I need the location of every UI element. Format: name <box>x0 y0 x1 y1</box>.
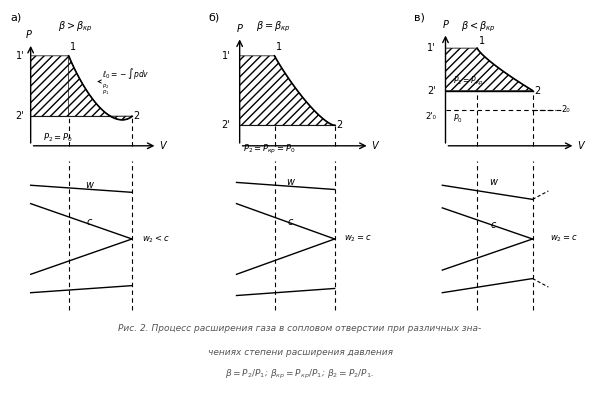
Text: $P_2=P_{кр}=P_0$: $P_2=P_{кр}=P_0$ <box>243 143 295 156</box>
Text: P: P <box>237 24 242 34</box>
Text: 2: 2 <box>534 85 541 96</box>
Text: $P_2=P_{кр}$: $P_2=P_{кр}$ <box>454 75 484 88</box>
Text: 2': 2' <box>16 111 25 121</box>
Text: P: P <box>26 31 32 40</box>
Text: б): б) <box>208 13 219 23</box>
Text: $P_0$: $P_0$ <box>454 112 463 125</box>
Text: $w_2=c$: $w_2=c$ <box>344 234 372 244</box>
Text: c: c <box>287 217 293 227</box>
Text: Рис. 2. Процесс расширения газа в сопловом отверстии при различных зна-: Рис. 2. Процесс расширения газа в соплов… <box>118 324 482 333</box>
Text: c: c <box>86 217 92 227</box>
Text: V: V <box>371 141 378 151</box>
Text: w: w <box>489 177 497 187</box>
Text: 1': 1' <box>16 51 25 61</box>
Polygon shape <box>68 56 132 120</box>
Text: 1': 1' <box>221 51 230 61</box>
Polygon shape <box>31 56 132 120</box>
Text: V: V <box>159 141 166 151</box>
Text: w: w <box>85 180 93 190</box>
Text: а): а) <box>10 13 22 23</box>
Text: V: V <box>577 141 584 151</box>
Polygon shape <box>445 48 533 91</box>
Text: c: c <box>490 220 496 230</box>
Text: $\ell_0=-\int p dv$
${}_{p_1}^{p_2}$: $\ell_0=-\int p dv$ ${}_{p_1}^{p_2}$ <box>98 66 149 97</box>
Text: $\beta>\beta_{кр}$: $\beta>\beta_{кр}$ <box>58 20 92 34</box>
Text: $P_2=P_0$: $P_2=P_0$ <box>43 132 73 144</box>
Text: 2₀: 2₀ <box>561 105 570 114</box>
Text: $\beta<\beta_{кр}$: $\beta<\beta_{кр}$ <box>461 20 496 34</box>
Text: 2: 2 <box>336 120 343 130</box>
Text: $w_2=c$: $w_2=c$ <box>550 234 578 244</box>
Text: 1: 1 <box>479 36 485 46</box>
Text: 1: 1 <box>276 42 282 52</box>
Text: чениях степени расширения давления: чениях степени расширения давления <box>208 348 392 357</box>
Text: 2': 2' <box>427 85 436 96</box>
Text: w: w <box>286 177 295 187</box>
Text: $w_2<c$: $w_2<c$ <box>142 233 169 245</box>
Text: P: P <box>443 20 448 30</box>
Text: в): в) <box>414 13 425 23</box>
Text: 2: 2 <box>134 111 140 121</box>
Text: $\beta=P_2/P_1$; $\beta_{кр}=P_{кр}/P_1$; $\beta_2=P_2/P_1$.: $\beta=P_2/P_1$; $\beta_{кр}=P_{кр}/P_1$… <box>226 368 374 381</box>
Text: 1': 1' <box>427 43 436 53</box>
Text: $\beta=\beta_{кр}$: $\beta=\beta_{кр}$ <box>256 20 290 34</box>
Polygon shape <box>239 56 335 125</box>
Text: 1: 1 <box>70 42 76 52</box>
Text: 2': 2' <box>221 120 230 130</box>
Text: 2'₀: 2'₀ <box>425 112 436 121</box>
